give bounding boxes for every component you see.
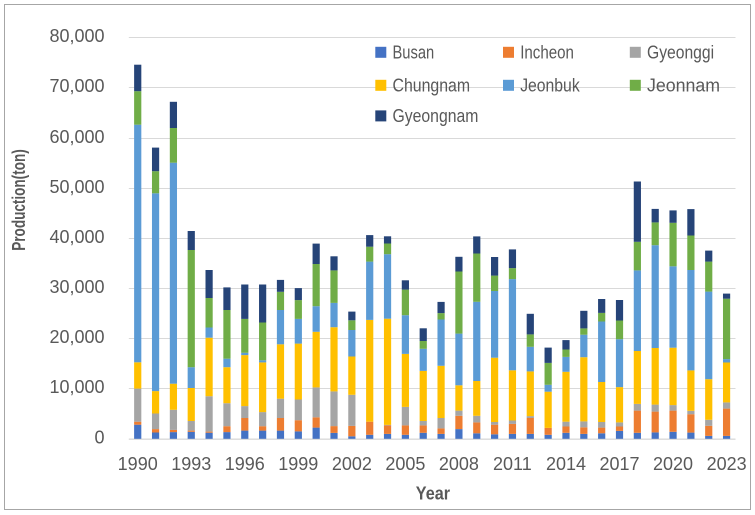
svg-text:1990: 1990: [118, 454, 158, 474]
svg-text:Chungnam: Chungnam: [393, 76, 471, 96]
svg-text:1993: 1993: [171, 454, 211, 474]
svg-text:Production(ton): Production(ton): [8, 149, 29, 251]
svg-text:30,000: 30,000: [49, 277, 104, 297]
svg-text:Jeonnam: Jeonnam: [647, 76, 720, 96]
svg-text:1996: 1996: [225, 454, 265, 474]
svg-text:50,000: 50,000: [49, 177, 104, 197]
svg-text:2020: 2020: [653, 454, 693, 474]
svg-text:2005: 2005: [385, 454, 425, 474]
svg-text:60,000: 60,000: [49, 127, 104, 147]
svg-text:Gyeongnam: Gyeongnam: [393, 106, 479, 126]
svg-text:Gyeonggi: Gyeonggi: [647, 43, 714, 63]
svg-text:Jeonbuk: Jeonbuk: [520, 76, 580, 96]
svg-text:10,000: 10,000: [49, 377, 104, 397]
svg-text:2014: 2014: [546, 454, 586, 474]
svg-text:2002: 2002: [332, 454, 372, 474]
svg-text:70,000: 70,000: [49, 76, 104, 96]
svg-text:2023: 2023: [707, 454, 747, 474]
svg-text:Year: Year: [416, 483, 450, 503]
svg-text:1999: 1999: [278, 454, 318, 474]
svg-text:2008: 2008: [439, 454, 479, 474]
svg-text:20,000: 20,000: [49, 327, 104, 347]
svg-text:80,000: 80,000: [49, 26, 104, 46]
svg-text:Incheon: Incheon: [520, 43, 574, 63]
svg-text:40,000: 40,000: [49, 227, 104, 247]
svg-text:2017: 2017: [599, 454, 639, 474]
svg-text:2011: 2011: [493, 454, 532, 474]
svg-text:0: 0: [94, 427, 104, 447]
svg-text:Busan: Busan: [393, 43, 435, 63]
